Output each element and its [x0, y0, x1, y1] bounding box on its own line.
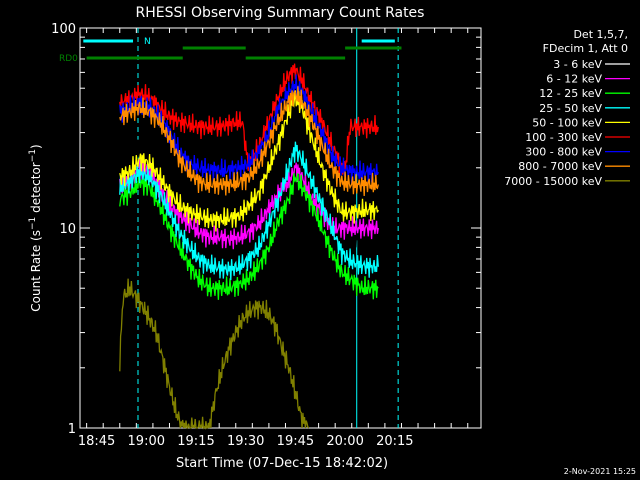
series-line-5 [119, 90, 379, 232]
y-axis-label: Count Rate (s−1 detector−1) [28, 144, 43, 311]
x-tick-label: 20:00 [326, 434, 363, 449]
legend-header-line-2: FDecim 1, Att 0 [543, 42, 628, 55]
plot-area: 1 10 100 18:45 19:00 19:15 19:30 19:45 20:00 20:1… [51, 22, 482, 449]
y-tick-label: 1 [68, 422, 76, 437]
legend-label: 100 - 300 keV [525, 131, 602, 144]
y-axis-label-sup2: −1 [28, 149, 38, 162]
series-line-8 [119, 86, 379, 197]
legend-label: 300 - 800 keV [525, 146, 602, 159]
y-axis-label-sup1: −1 [28, 217, 38, 230]
footer-date: 2-Nov-2021 15:25 [564, 467, 636, 476]
y-axis-label-mid: detector [29, 162, 43, 217]
legend-label: 7000 - 15000 keV [504, 175, 602, 188]
x-tick-label: 20:15 [376, 434, 413, 449]
series-line-4 [119, 141, 379, 281]
x-axis-label: Start Time (07-Dec-15 18:42:02) [176, 456, 388, 471]
legend-label: 25 - 50 keV [539, 102, 602, 115]
series-line-9 [119, 278, 310, 430]
legend-header-line-1: Det 1,5,7, [573, 28, 628, 41]
legend-label: 800 - 7000 keV [518, 160, 602, 173]
y-tick-label: 10 [59, 222, 76, 237]
status-bar-label: RD0 [59, 54, 78, 64]
legend-label: 3 - 6 keV [553, 58, 602, 71]
legend-label: 6 - 12 keV [546, 73, 602, 86]
chart-title: RHESSI Observing Summary Count Rates [136, 5, 425, 21]
x-tick-label: 19:15 [177, 434, 214, 449]
x-tick-label: 18:45 [78, 434, 115, 449]
legend-label: 50 - 100 keV [532, 116, 602, 129]
x-tick-label: 19:45 [277, 434, 314, 449]
x-tick-label: 19:00 [128, 434, 165, 449]
y-axis-label-pre: Count Rate (s [29, 230, 43, 312]
legend: Det 1,5,7, FDecim 1, Att 0 3 - 6 keV 6 - … [504, 28, 630, 188]
x-tick-label: 19:30 [227, 434, 264, 449]
status-bar-label: N [144, 37, 151, 47]
y-axis-label-post: ) [29, 144, 43, 149]
y-tick-label: 100 [51, 22, 76, 37]
series-line-2 [119, 158, 379, 250]
legend-label: 12 - 25 keV [539, 87, 602, 100]
